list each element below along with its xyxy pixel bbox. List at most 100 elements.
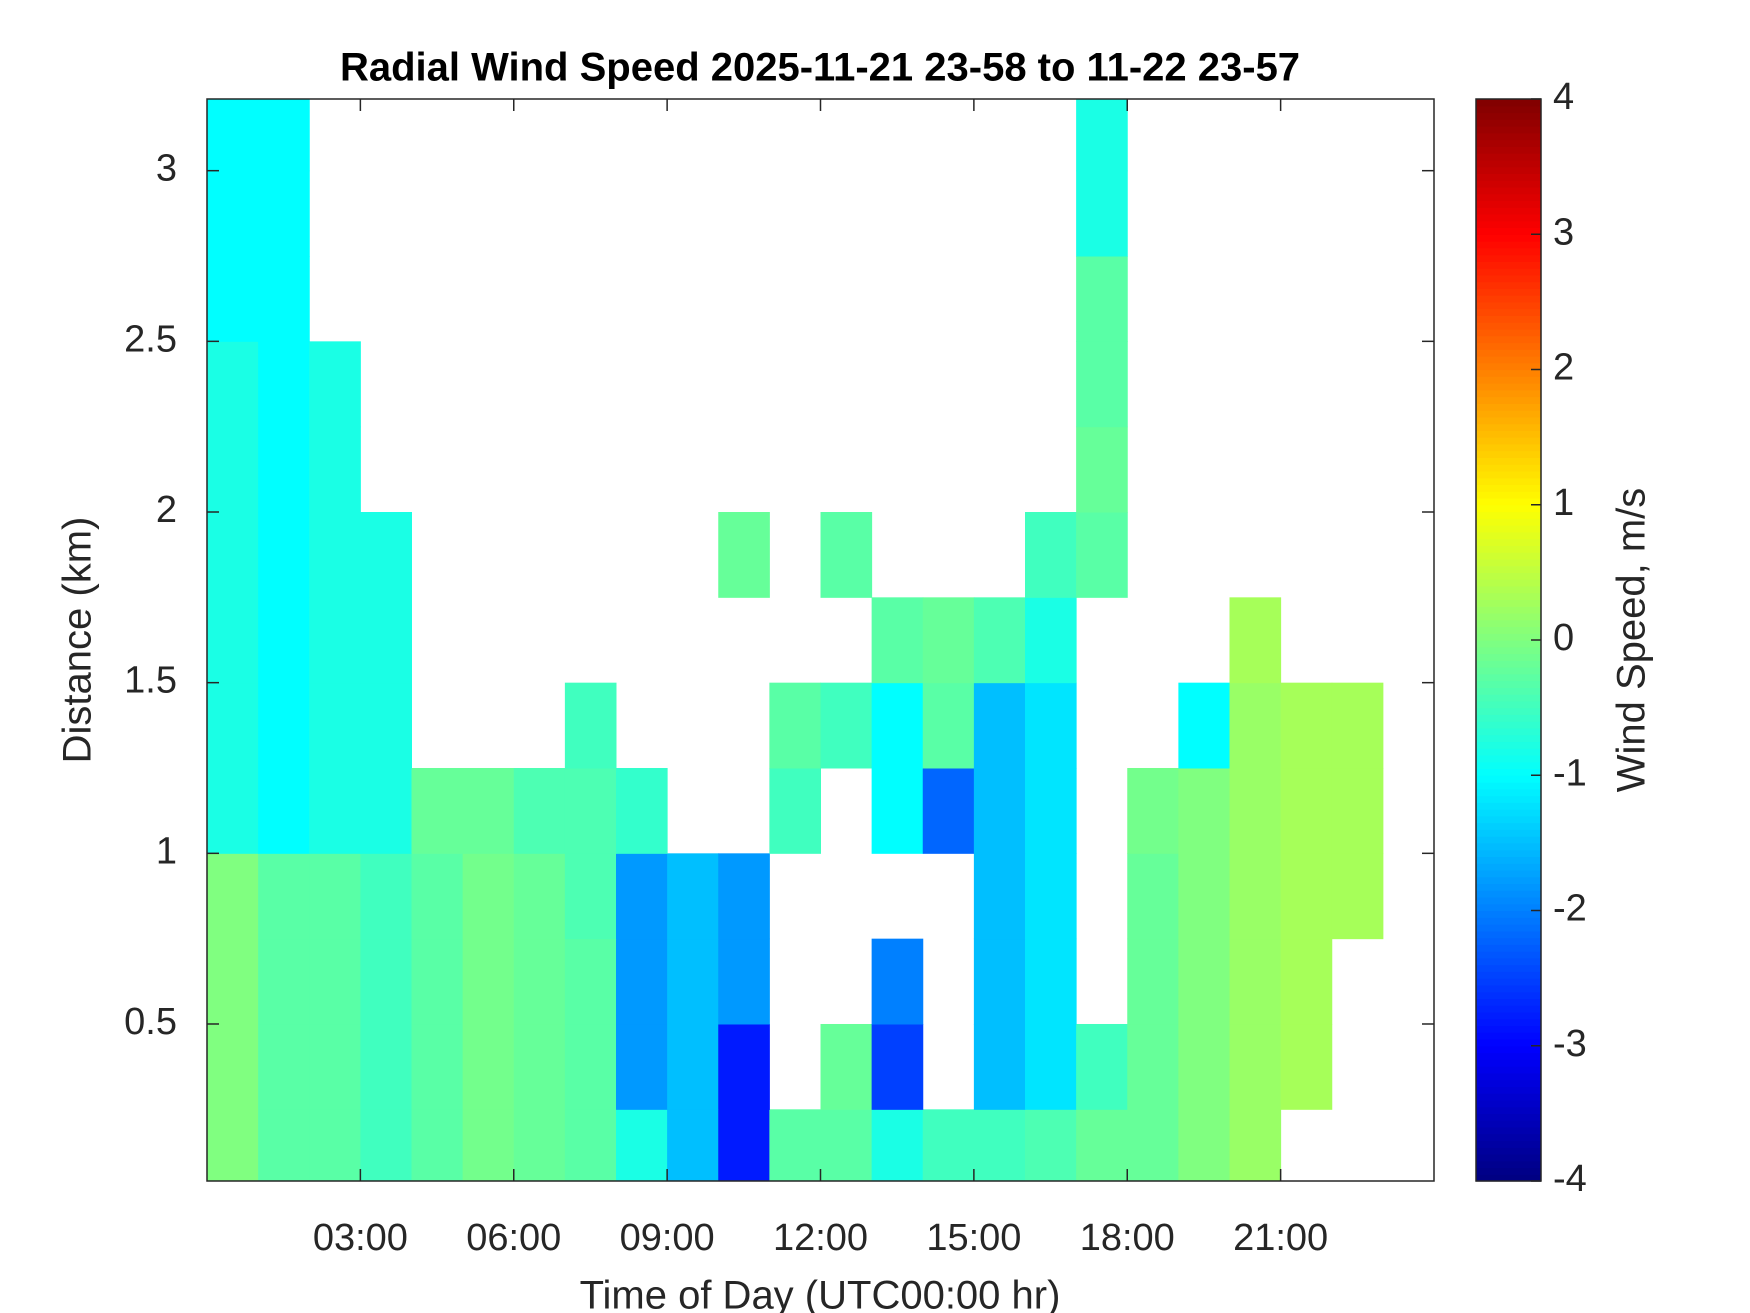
heatmap-cell: [564, 682, 617, 769]
heatmap-cell: [513, 1109, 566, 1182]
colorbar-segment: [1476, 207, 1541, 215]
heatmap-cell: [1178, 853, 1230, 940]
colorbar-segment: [1476, 538, 1541, 546]
heatmap-cell: [922, 767, 975, 854]
colorbar-tick-label: -2: [1553, 888, 1587, 930]
heatmap-cell: [769, 1109, 821, 1182]
colorbar-segment: [1476, 1093, 1541, 1101]
heatmap-cell: [1229, 938, 1282, 1025]
heatmap-cell: [360, 1109, 412, 1182]
colorbar-segment: [1476, 626, 1541, 634]
colorbar-segment: [1476, 984, 1541, 993]
colorbar-segment: [1476, 328, 1541, 337]
heatmap-cell: [462, 767, 515, 854]
colorbar-segment: [1476, 1052, 1541, 1060]
colorbar-tick-label: -1: [1553, 752, 1587, 794]
colorbar-segment: [1476, 552, 1541, 560]
heatmap-cell: [513, 938, 566, 1025]
heatmap-cell: [207, 512, 259, 598]
heatmap-cell: [258, 256, 310, 342]
heatmap-cell: [1127, 938, 1179, 1025]
heatmap-cell: [309, 938, 361, 1025]
heatmap-cell: [1178, 767, 1230, 854]
x-tick-label: 21:00: [1233, 1217, 1328, 1259]
colorbar-segment: [1476, 254, 1541, 262]
heatmap-cell: [258, 426, 310, 513]
colorbar-segment: [1476, 653, 1541, 661]
colorbar-segment: [1476, 1113, 1541, 1121]
heatmap-cell: [1127, 1023, 1179, 1110]
y-tick-label: 2: [156, 489, 177, 531]
heatmap-cell: [207, 682, 259, 769]
colorbar-segment: [1476, 599, 1541, 607]
colorbar-segment: [1476, 1086, 1541, 1094]
colorbar-segment: [1476, 139, 1541, 147]
heatmap-cell: [462, 938, 515, 1025]
colorbar-segment: [1476, 241, 1541, 249]
y-tick-label: 3: [156, 148, 177, 190]
heatmap-cell: [718, 938, 770, 1025]
colorbar-segment: [1476, 768, 1541, 776]
heatmap-cell: [922, 682, 975, 769]
heatmap-cell: [922, 597, 975, 684]
colorbar-segment: [1476, 863, 1541, 871]
colorbar-segment: [1476, 484, 1541, 492]
heatmap-cell: [1178, 682, 1230, 769]
y-tick-label: 2.5: [124, 318, 177, 360]
colorbar-segment: [1476, 687, 1541, 695]
colorbar-segment: [1476, 186, 1541, 195]
colorbar-segment: [1476, 450, 1541, 459]
colorbar-segment: [1476, 849, 1541, 857]
colorbar-segment: [1476, 1018, 1541, 1027]
colorbar-segment: [1476, 1133, 1541, 1142]
colorbar-segment: [1476, 734, 1541, 743]
colorbar-segment: [1476, 430, 1541, 438]
chart-title: Radial Wind Speed 2025-11-21 23-58 to 11…: [340, 46, 1300, 90]
colorbar-segment: [1476, 464, 1541, 472]
heatmap-cell: [973, 597, 1026, 684]
colorbar-segment: [1476, 815, 1541, 824]
heatmap-cell: [1229, 853, 1282, 940]
heatmap-cell: [207, 170, 259, 257]
heatmap-cell: [871, 938, 924, 1025]
heatmap-cell: [258, 767, 310, 854]
heatmap-cell: [1178, 1023, 1230, 1110]
heatmap-cell: [309, 853, 361, 940]
colorbar-segment: [1476, 721, 1541, 729]
colorbar-segment: [1476, 193, 1541, 202]
heatmap-cell: [1127, 767, 1179, 854]
colorbar-tick-label: 1: [1553, 482, 1574, 524]
x-tick-label: 06:00: [466, 1217, 561, 1259]
heatmap-cell: [820, 682, 873, 769]
colorbar-segment: [1476, 423, 1541, 431]
colorbar-segment: [1476, 531, 1541, 540]
colorbar-segment: [1476, 754, 1541, 763]
heatmap-cell: [207, 426, 259, 513]
colorbar-segment: [1476, 842, 1541, 851]
heatmap-cell: [616, 938, 668, 1025]
colorbar-segment: [1476, 910, 1541, 918]
y-tick-label: 1: [156, 830, 177, 872]
heatmap-cell: [1076, 1023, 1128, 1110]
heatmap-cell: [360, 938, 412, 1025]
heatmap-cell: [258, 938, 310, 1025]
heatmap-cell: [1076, 341, 1128, 428]
colorbar-segment: [1476, 700, 1541, 709]
heatmap-cell: [718, 853, 770, 940]
colorbar-segment: [1476, 1099, 1541, 1108]
colorbar-segment: [1476, 234, 1541, 242]
colorbar-segment: [1476, 1120, 1541, 1128]
colorbar-segment: [1476, 322, 1541, 330]
heatmap-cell: [1127, 853, 1179, 940]
colorbar-tick-label: -4: [1553, 1158, 1587, 1200]
x-tick-label: 12:00: [773, 1217, 868, 1259]
colorbar-segment: [1476, 998, 1541, 1006]
heatmap-cell: [462, 1023, 515, 1110]
colorbar-segment: [1476, 1167, 1541, 1175]
heatmap-cell: [462, 1109, 515, 1182]
heatmap-cell: [769, 767, 821, 854]
colorbar-segment: [1476, 470, 1541, 479]
heatmap-cell: [1025, 1023, 1077, 1110]
heatmap-cell: [973, 1109, 1026, 1182]
heatmap-cell: [1280, 853, 1333, 940]
